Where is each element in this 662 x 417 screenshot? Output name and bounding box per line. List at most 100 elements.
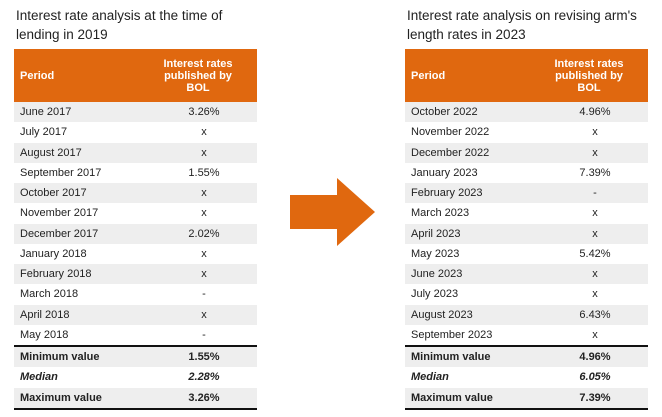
period-cell: September 2023 (405, 324, 530, 346)
period-header: Period (14, 49, 139, 102)
summary-label: Maximum value (405, 387, 530, 410)
summary-row-maximum: Maximum value 7.39% (405, 387, 648, 410)
rate-cell: x (139, 304, 257, 325)
period-cell: February 2023 (405, 183, 530, 204)
table-row: February 2023- (405, 183, 648, 204)
rate-cell: - (530, 183, 648, 204)
rate-cell: x (530, 324, 648, 346)
table-row: November 2017 x (14, 203, 257, 224)
right-table-title: Interest rate analysis on revising arm's… (407, 8, 637, 42)
rate-cell: x (530, 223, 648, 244)
rate-cell: x (530, 122, 648, 143)
arrow-shape (290, 178, 375, 246)
table-row: May 2023 5.42% (405, 243, 648, 264)
rate-cell: 1.55% (139, 162, 257, 183)
period-cell: January 2023 (405, 162, 530, 183)
left-table-title: Interest rate analysis at the time of le… (16, 8, 223, 42)
summary-label: Maximum value (14, 387, 139, 410)
table-header-row: Period Interest rates published by BOL (14, 49, 257, 102)
rate-cell: 2.02% (139, 223, 257, 244)
table-row: September 2023 x (405, 324, 648, 346)
table-row: October 2022 4.96% (405, 102, 648, 123)
rate-cell: - (139, 284, 257, 305)
table-row: April 2023 x (405, 223, 648, 244)
rate-cell: - (139, 324, 257, 346)
rate-cell: 3.26% (139, 102, 257, 123)
rate-cell: x (530, 142, 648, 163)
right-panel: Interest rate analysis on revising arm's… (405, 6, 648, 410)
period-cell: May 2018 (14, 324, 139, 346)
table-row: December 2017 2.02% (14, 223, 257, 244)
table-row: January 2023 7.39% (405, 162, 648, 183)
rate-cell: x (139, 243, 257, 264)
left-rate-table: Period Interest rates published by BOL J… (14, 49, 257, 410)
summary-row-minimum: Minimum value 1.55% (14, 344, 257, 368)
table-row: March 2023 x (405, 203, 648, 224)
period-cell: December 2022 (405, 142, 530, 163)
rate-cell: x (139, 203, 257, 224)
summary-value: 4.96% (530, 344, 648, 368)
rate-cell: x (139, 264, 257, 285)
period-cell: March 2018 (14, 284, 139, 305)
period-cell: May 2023 (405, 243, 530, 264)
period-cell: August 2023 (405, 304, 530, 325)
table-row: January 2018 x (14, 243, 257, 264)
table-row: February 2018 x (14, 264, 257, 285)
rate-cell: x (139, 122, 257, 143)
table-header-row: Period Interest rates published by BOL (405, 49, 648, 102)
period-cell: April 2018 (14, 304, 139, 325)
summary-label: Median (14, 367, 139, 388)
table-row: August 2023 6.43% (405, 304, 648, 325)
left-panel: Interest rate analysis at the time of le… (14, 6, 257, 410)
period-cell: June 2023 (405, 264, 530, 285)
rate-cell: x (530, 284, 648, 305)
table-row: November 2022 x (405, 122, 648, 143)
period-cell: June 2017 (14, 102, 139, 123)
period-cell: October 2017 (14, 183, 139, 204)
period-cell: November 2022 (405, 122, 530, 143)
rate-cell: x (530, 264, 648, 285)
period-cell: December 2017 (14, 223, 139, 244)
rate-header: Interest rates published by BOL (139, 49, 257, 102)
table-row: April 2018 x (14, 304, 257, 325)
table-row: June 2023 x (405, 264, 648, 285)
table-row: July 2017 x (14, 122, 257, 143)
rate-cell: 4.96% (530, 102, 648, 123)
summary-label: Median (405, 367, 530, 388)
rate-header: Interest rates published by BOL (530, 49, 648, 102)
summary-value: 3.26% (139, 387, 257, 410)
period-cell: July 2023 (405, 284, 530, 305)
period-cell: February 2018 (14, 264, 139, 285)
table-row: March 2018- (14, 284, 257, 305)
table-row: December 2022 x (405, 142, 648, 163)
summary-row-maximum: Maximum value 3.26% (14, 387, 257, 410)
table-row: July 2023 x (405, 284, 648, 305)
period-cell: March 2023 (405, 203, 530, 224)
period-cell: July 2017 (14, 122, 139, 143)
summary-label: Minimum value (14, 344, 139, 368)
rate-cell: x (530, 203, 648, 224)
summary-row-median: Median 6.05% (405, 367, 648, 388)
period-cell: August 2017 (14, 142, 139, 163)
summary-value: 2.28% (139, 367, 257, 388)
period-cell: April 2023 (405, 223, 530, 244)
rate-cell: 7.39% (530, 162, 648, 183)
table-row: September 2017 1.55% (14, 162, 257, 183)
summary-value: 1.55% (139, 344, 257, 368)
right-rate-table: Period Interest rates published by BOL O… (405, 49, 648, 410)
rate-cell: x (139, 183, 257, 204)
summary-row-median: Median 2.28% (14, 367, 257, 388)
period-cell: October 2022 (405, 102, 530, 123)
period-cell: November 2017 (14, 203, 139, 224)
summary-value: 6.05% (530, 367, 648, 388)
period-cell: September 2017 (14, 162, 139, 183)
table-row: June 2017 3.26% (14, 102, 257, 123)
summary-row-minimum: Minimum value 4.96% (405, 344, 648, 368)
period-header: Period (405, 49, 530, 102)
table-row: May 2018- (14, 324, 257, 346)
period-cell: January 2018 (14, 243, 139, 264)
rate-cell: x (139, 142, 257, 163)
summary-label: Minimum value (405, 344, 530, 368)
summary-value: 7.39% (530, 387, 648, 410)
rate-cell: 6.43% (530, 304, 648, 325)
